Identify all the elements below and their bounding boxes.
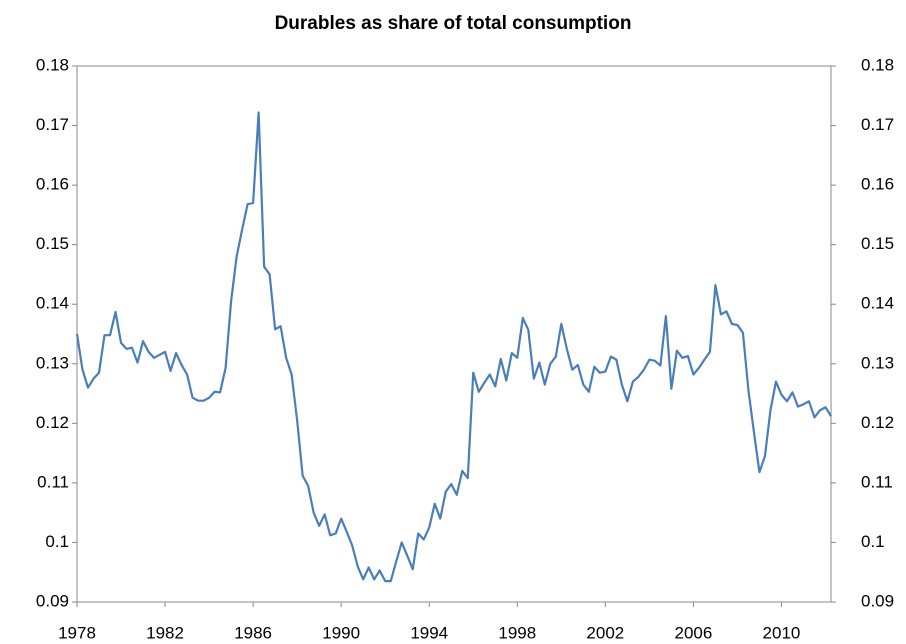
y-tick-label: 0.15 (36, 234, 69, 253)
y-tick-label: 0.14 (36, 294, 69, 313)
y-tick-label: 0.1 (45, 532, 69, 551)
y2-tick-label: 0.1 (861, 532, 885, 551)
y-tick-label: 0.11 (37, 472, 69, 491)
y-tick-label: 0.16 (36, 175, 69, 194)
chart-title: Durables as share of total consumption (275, 13, 632, 34)
data-line (75, 111, 832, 583)
x-tick-label: 1990 (322, 623, 360, 642)
y-tick-label: 0.12 (36, 413, 69, 432)
plot-frame (76, 65, 832, 603)
y2-tick-label: 0.13 (861, 353, 894, 372)
y2-tick-label: 0.16 (861, 175, 894, 194)
x-tick-label: 1982 (146, 623, 184, 642)
x-tick-label: 1994 (410, 623, 448, 642)
x-tick-label: 1978 (58, 623, 96, 642)
y-tick-label: 0.13 (36, 353, 69, 372)
y2-tick-label: 0.17 (861, 115, 894, 134)
y2-tick-label: 0.14 (861, 294, 894, 313)
y-tick-label: 0.17 (36, 115, 69, 134)
y-tick-label: 0.09 (36, 591, 69, 610)
x-tick-label: 2006 (674, 623, 712, 642)
y2-tick-label: 0.18 (861, 55, 894, 74)
x-tick-label: 2010 (763, 623, 801, 642)
y2-tick-label: 0.09 (861, 591, 894, 610)
y2-tick-label: 0.15 (861, 234, 894, 253)
y2-tick-label: 0.12 (861, 413, 894, 432)
y2-tick-label: 0.11 (861, 472, 893, 491)
x-tick-label: 1986 (234, 623, 272, 642)
x-tick-label: 2002 (586, 623, 624, 642)
x-tick-label: 1998 (498, 623, 536, 642)
y-tick-label: 0.18 (36, 55, 69, 74)
